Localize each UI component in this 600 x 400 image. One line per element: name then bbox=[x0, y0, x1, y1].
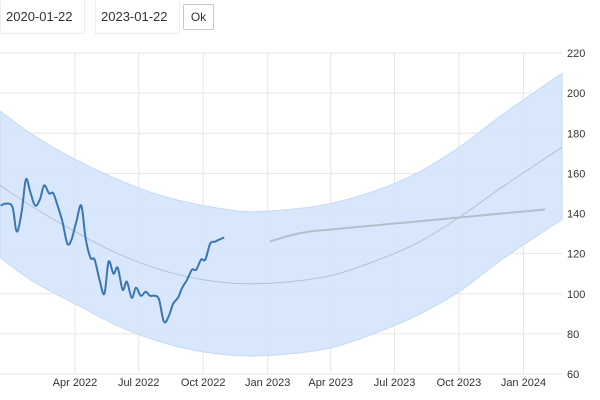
y-tick-label: 120 bbox=[567, 249, 585, 261]
y-tick-label: 220 bbox=[567, 48, 585, 60]
x-tick-label: Oct 2023 bbox=[437, 377, 482, 389]
x-tick-label: Oct 2022 bbox=[181, 377, 226, 389]
date-range-controls: Ok bbox=[0, 0, 600, 34]
x-tick-label: Jul 2022 bbox=[118, 377, 160, 389]
x-tick-label: Jan 2023 bbox=[245, 377, 290, 389]
forecast-line bbox=[269, 208, 546, 243]
x-axis-labels: Apr 2022 Jul 2022 Oct 2022 Jan 2023 Apr 2023… bbox=[53, 377, 546, 389]
y-axis-labels: 60 80 100 120 140 160 180 200 220 bbox=[567, 48, 585, 381]
y-tick-label: 60 bbox=[567, 369, 579, 381]
start-date-input[interactable] bbox=[0, 0, 85, 34]
y-tick-label: 100 bbox=[567, 289, 585, 301]
y-tick-label: 180 bbox=[567, 128, 585, 140]
end-date-input[interactable] bbox=[95, 0, 180, 34]
y-tick-label: 140 bbox=[567, 209, 585, 221]
x-tick-label: Jul 2023 bbox=[374, 377, 416, 389]
y-tick-label: 80 bbox=[567, 329, 579, 341]
actual-price-line bbox=[0, 177, 225, 324]
ok-button[interactable]: Ok bbox=[183, 4, 214, 30]
y-tick-label: 160 bbox=[567, 168, 585, 180]
x-tick-label: Jan 2024 bbox=[501, 377, 546, 389]
confidence-band bbox=[0, 72, 563, 357]
x-tick-label: Apr 2022 bbox=[53, 377, 98, 389]
x-tick-label: Apr 2023 bbox=[308, 377, 353, 389]
y-tick-label: 200 bbox=[567, 88, 585, 100]
